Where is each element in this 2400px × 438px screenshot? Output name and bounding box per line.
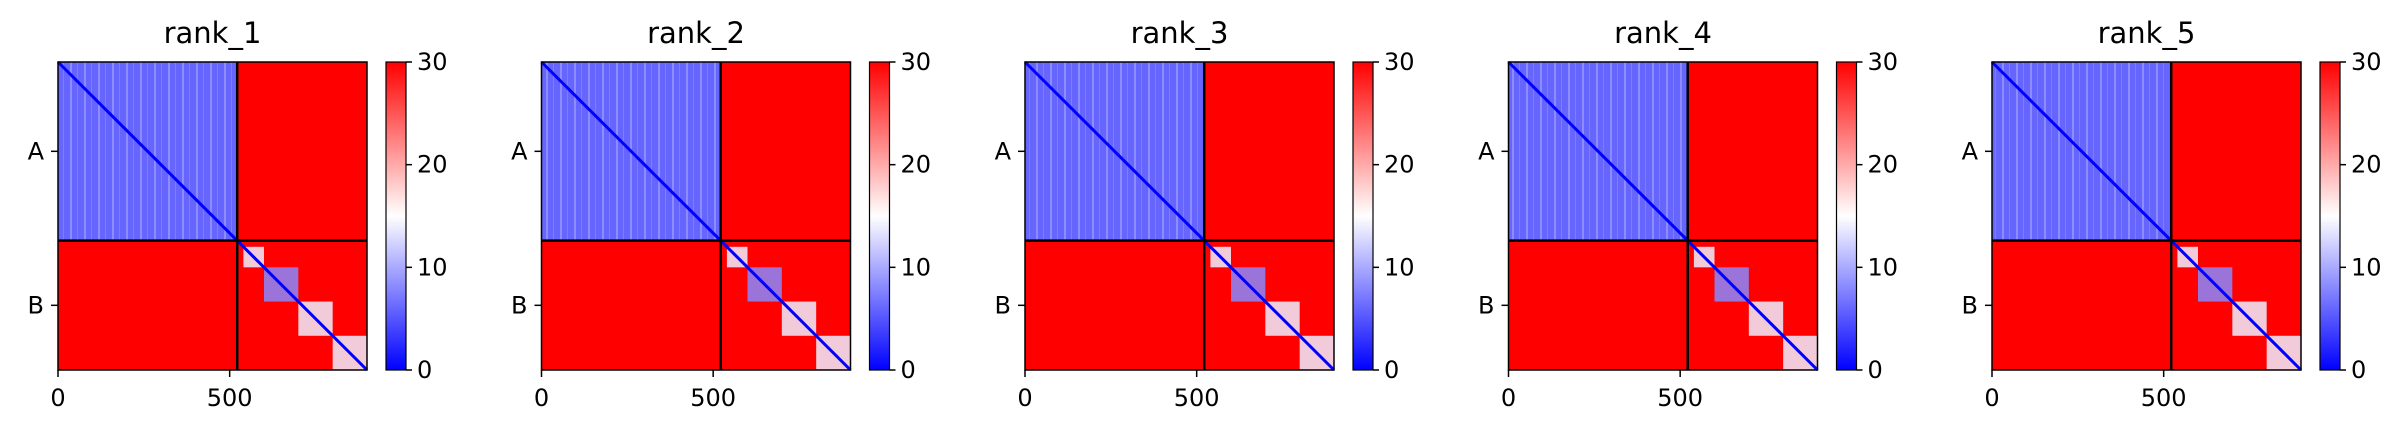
x-tick-label: 0 — [1017, 384, 1032, 412]
x-tick-label: 0 — [534, 384, 549, 412]
colorbar-tick-label: 20 — [1868, 151, 1899, 179]
colorbar-tick-label: 0 — [417, 356, 432, 384]
diagonal — [1507, 60, 1819, 372]
panel-title: rank_3 — [1131, 16, 1229, 50]
colorbar-tick-label: 10 — [2351, 253, 2382, 281]
y-tick-label: B — [511, 291, 527, 319]
colorbar-tick-label: 20 — [2351, 151, 2382, 179]
panel-title: rank_4 — [1614, 16, 1712, 50]
colorbar-tick-label: 0 — [1384, 356, 1399, 384]
colorbar-tick-label: 20 — [1384, 151, 1415, 179]
panel-title: rank_2 — [647, 16, 745, 50]
x-tick-label: 500 — [207, 384, 253, 412]
heatmap-frame — [1507, 61, 1819, 371]
panel-rank_4: rank_4 0 500 A B 0 10 20 30 — [1478, 16, 1898, 412]
colorbar — [385, 61, 407, 371]
x-tick-label: 500 — [1174, 384, 1220, 412]
y-tick-label: A — [1962, 137, 1979, 165]
diagonal — [1990, 60, 2303, 372]
y-tick-label: A — [511, 137, 528, 165]
colorbar — [868, 61, 891, 371]
heatmap-frame — [1991, 61, 2302, 371]
panel-rank_1: rank_1 0 500 A B 0 10 20 30 — [28, 16, 448, 412]
diagonal — [540, 60, 852, 372]
colorbar-tick-label: 0 — [2351, 356, 2366, 384]
colorbar — [1835, 61, 1858, 371]
x-tick-label: 500 — [690, 384, 736, 412]
y-tick-label: B — [1478, 291, 1494, 319]
heatmap-frame — [57, 61, 368, 371]
heatmap-frame — [1024, 61, 1335, 371]
y-tick-label: B — [1962, 291, 1978, 319]
colorbar-tick-label: 10 — [1868, 253, 1899, 281]
y-tick-label: A — [28, 137, 45, 165]
panel-rank_2: rank_2 0 500 A B 0 10 20 30 — [511, 16, 931, 412]
colorbar-tick-label: 20 — [417, 151, 448, 179]
y-tick-label: A — [995, 137, 1012, 165]
colorbar-tick-label: 30 — [2351, 48, 2382, 76]
diagonal — [56, 60, 369, 372]
colorbar-tick-label: 0 — [901, 356, 916, 384]
colorbar-tick-label: 10 — [417, 253, 448, 281]
panel-title: rank_5 — [2098, 16, 2196, 50]
colorbar-tick-label: 20 — [901, 151, 932, 179]
panel-rank_5: rank_5 0 500 A B 0 10 20 30 — [1962, 16, 2382, 412]
colorbar-tick-label: 0 — [1868, 356, 1883, 384]
x-tick-label: 0 — [1501, 384, 1516, 412]
y-tick-label: A — [1478, 137, 1495, 165]
y-tick-label: B — [995, 291, 1011, 319]
x-tick-label: 0 — [50, 384, 65, 412]
heatmap-frame — [540, 61, 852, 371]
panel-title: rank_1 — [164, 16, 262, 50]
x-tick-label: 500 — [1657, 384, 1703, 412]
colorbar — [2319, 61, 2341, 371]
colorbar-tick-label: 30 — [1868, 48, 1899, 76]
diagonal — [1023, 60, 1336, 372]
colorbar-tick-label: 30 — [1384, 48, 1415, 76]
x-tick-label: 500 — [2141, 384, 2187, 412]
colorbar-tick-label: 30 — [417, 48, 448, 76]
y-tick-label: B — [28, 291, 44, 319]
colorbar-tick-label: 10 — [901, 253, 932, 281]
colorbar-tick-label: 30 — [901, 48, 932, 76]
colorbar-tick-label: 10 — [1384, 253, 1415, 281]
x-tick-label: 0 — [1984, 384, 1999, 412]
colorbar — [1352, 61, 1374, 371]
panel-rank_3: rank_3 0 500 A B 0 10 20 30 — [995, 16, 1415, 412]
